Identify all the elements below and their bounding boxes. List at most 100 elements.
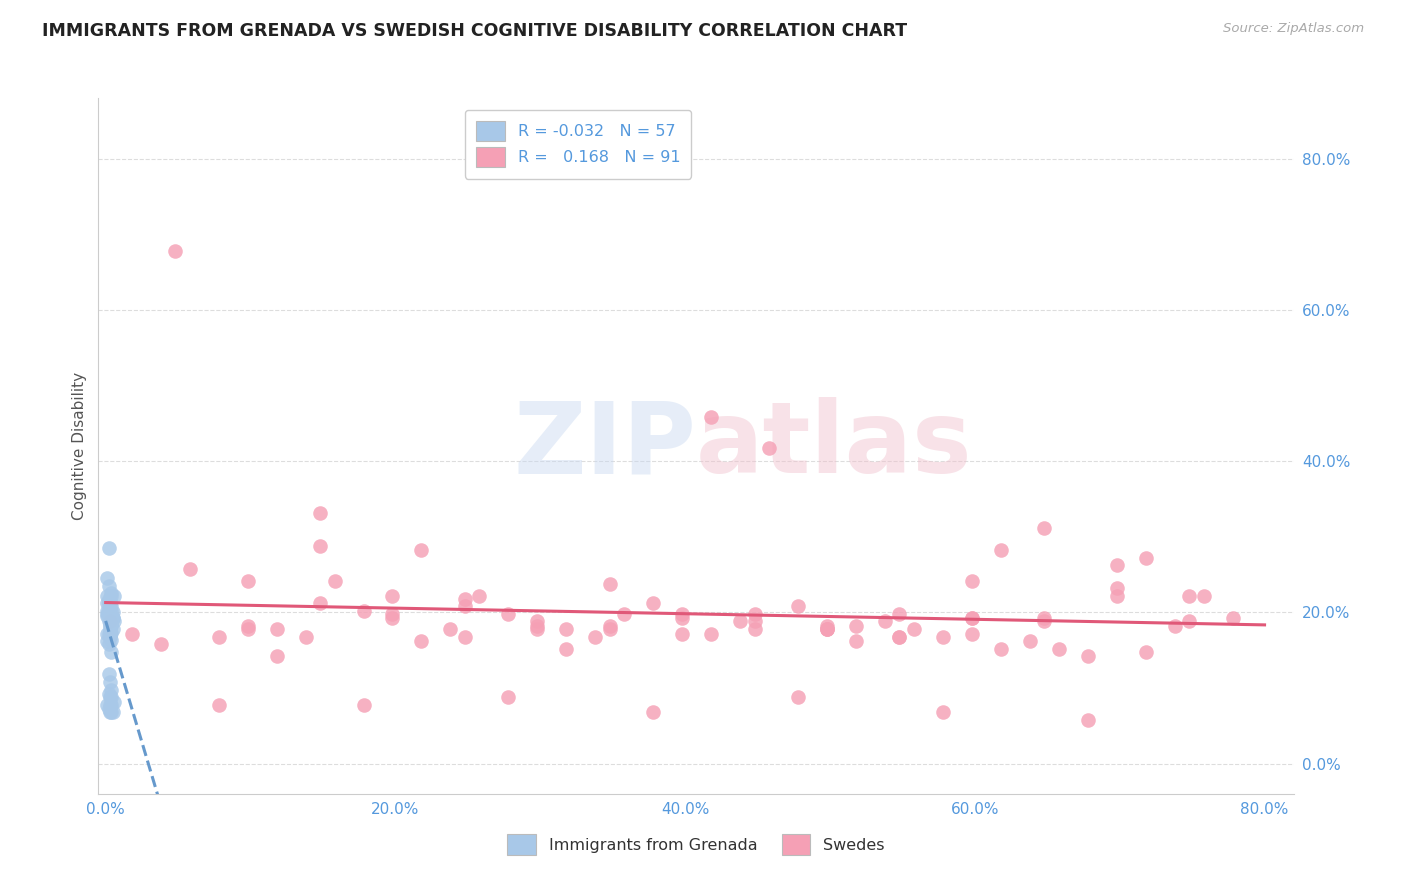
Point bbox=[294, 630, 316, 644]
Point bbox=[555, 641, 578, 656]
Point bbox=[98, 618, 121, 632]
Point bbox=[960, 611, 983, 625]
Point bbox=[700, 410, 723, 425]
Point bbox=[179, 561, 201, 575]
Point bbox=[100, 604, 122, 618]
Point bbox=[97, 604, 120, 618]
Point bbox=[1077, 713, 1099, 727]
Point bbox=[96, 604, 118, 618]
Point bbox=[815, 622, 838, 636]
Point bbox=[744, 607, 766, 621]
Point bbox=[101, 611, 124, 625]
Point bbox=[903, 622, 925, 636]
Point bbox=[1135, 645, 1157, 659]
Point bbox=[671, 611, 693, 625]
Point bbox=[583, 630, 606, 644]
Point bbox=[454, 599, 477, 614]
Point bbox=[97, 591, 120, 606]
Point bbox=[98, 622, 121, 636]
Point bbox=[815, 622, 838, 636]
Point bbox=[643, 705, 665, 719]
Point bbox=[97, 667, 120, 681]
Point bbox=[381, 589, 404, 603]
Point bbox=[98, 698, 121, 712]
Point bbox=[889, 630, 911, 644]
Point bbox=[100, 586, 122, 600]
Point bbox=[381, 611, 404, 625]
Point bbox=[1033, 611, 1056, 625]
Point bbox=[96, 596, 118, 610]
Point bbox=[98, 690, 121, 704]
Point bbox=[613, 607, 636, 621]
Point bbox=[98, 596, 121, 610]
Point bbox=[208, 630, 231, 644]
Point bbox=[599, 619, 621, 633]
Point bbox=[990, 543, 1012, 558]
Point bbox=[100, 690, 122, 704]
Point bbox=[1222, 611, 1244, 625]
Point bbox=[97, 596, 120, 610]
Point bbox=[815, 619, 838, 633]
Point bbox=[208, 698, 231, 712]
Point bbox=[454, 630, 477, 644]
Point bbox=[96, 571, 118, 585]
Point bbox=[98, 596, 121, 610]
Point bbox=[97, 687, 120, 701]
Point bbox=[1018, 634, 1040, 648]
Point bbox=[932, 705, 955, 719]
Point bbox=[309, 539, 332, 553]
Point bbox=[96, 626, 118, 640]
Point bbox=[889, 630, 911, 644]
Point bbox=[149, 637, 172, 651]
Point bbox=[98, 630, 121, 644]
Point bbox=[309, 506, 332, 520]
Text: IMMIGRANTS FROM GRENADA VS SWEDISH COGNITIVE DISABILITY CORRELATION CHART: IMMIGRANTS FROM GRENADA VS SWEDISH COGNI… bbox=[42, 22, 907, 40]
Point bbox=[787, 599, 810, 614]
Point bbox=[98, 705, 121, 719]
Text: ZIP: ZIP bbox=[513, 398, 696, 494]
Point bbox=[97, 579, 120, 593]
Point bbox=[526, 615, 548, 629]
Point bbox=[1135, 550, 1157, 565]
Point bbox=[889, 607, 911, 621]
Point bbox=[100, 633, 122, 648]
Point bbox=[1178, 615, 1201, 629]
Point bbox=[526, 622, 548, 636]
Point bbox=[101, 611, 124, 625]
Point bbox=[468, 589, 491, 603]
Point bbox=[98, 675, 121, 690]
Point bbox=[1192, 589, 1215, 603]
Point bbox=[454, 591, 477, 606]
Point bbox=[815, 622, 838, 636]
Point bbox=[353, 698, 375, 712]
Point bbox=[555, 622, 578, 636]
Point bbox=[1047, 641, 1070, 656]
Point bbox=[1077, 649, 1099, 664]
Point bbox=[97, 541, 120, 555]
Point bbox=[1164, 619, 1187, 633]
Point bbox=[100, 599, 122, 614]
Point bbox=[236, 619, 259, 633]
Point bbox=[960, 626, 983, 640]
Point bbox=[98, 611, 121, 625]
Point bbox=[498, 607, 520, 621]
Point bbox=[236, 574, 259, 588]
Point bbox=[98, 626, 121, 640]
Y-axis label: Cognitive Disability: Cognitive Disability bbox=[72, 372, 87, 520]
Point bbox=[100, 589, 122, 603]
Point bbox=[381, 607, 404, 621]
Text: atlas: atlas bbox=[696, 398, 973, 494]
Point bbox=[599, 576, 621, 591]
Point bbox=[323, 574, 346, 588]
Legend: Immigrants from Grenada, Swedes: Immigrants from Grenada, Swedes bbox=[496, 823, 896, 866]
Point bbox=[97, 637, 120, 651]
Point bbox=[1033, 615, 1056, 629]
Point bbox=[1105, 558, 1128, 573]
Point bbox=[165, 244, 187, 258]
Point bbox=[1105, 581, 1128, 595]
Point bbox=[787, 690, 810, 704]
Point bbox=[309, 596, 332, 610]
Point bbox=[526, 619, 548, 633]
Point bbox=[103, 589, 125, 603]
Point bbox=[266, 649, 288, 664]
